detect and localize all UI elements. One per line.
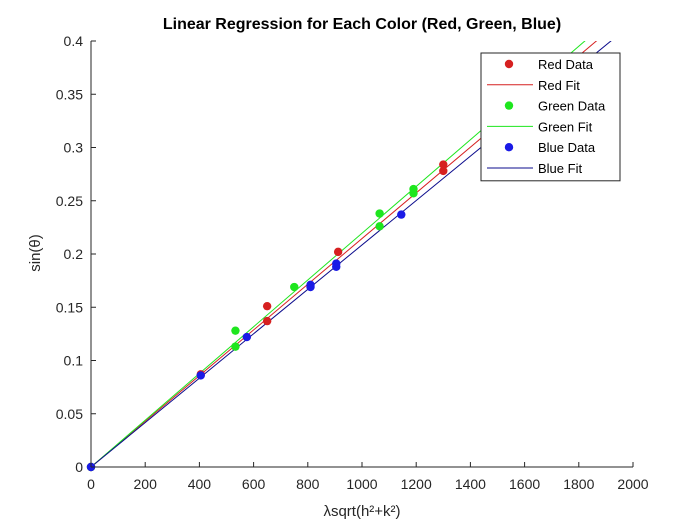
legend-marker [504, 143, 514, 152]
y-tick-label: 0.1 [64, 353, 84, 369]
y-tick-label: 0.25 [56, 193, 83, 209]
green-data-point [231, 326, 240, 335]
red-data-point [333, 247, 343, 257]
y-tick-label: 0.4 [64, 33, 84, 49]
y-tick-label: 0.2 [64, 246, 84, 262]
x-axis-label: λsqrt(h²+k²) [323, 503, 400, 520]
y-axis-label: sin(θ) [27, 234, 44, 272]
legend-label: Red Data [538, 57, 594, 72]
legend-label: Red Fit [538, 78, 580, 93]
blue-data-point [306, 280, 315, 290]
y-tick-label: 0.35 [56, 86, 83, 102]
red-data-point [262, 316, 272, 326]
green-data-point [409, 184, 418, 194]
x-tick-label: 1800 [563, 476, 594, 492]
legend-box [480, 52, 621, 182]
legend-marker [504, 59, 514, 69]
green-data-point [231, 342, 240, 351]
x-tick-label: 1000 [346, 476, 377, 492]
green-data-point [375, 222, 384, 231]
green-data-point [290, 282, 299, 292]
x-tick-label: 800 [296, 476, 320, 492]
legend-label: Blue Fit [538, 161, 582, 176]
y-tick-label: 0.15 [56, 299, 83, 315]
y-tick-label: 0.05 [56, 406, 83, 422]
legend-marker [504, 101, 514, 110]
blue-data-point [397, 210, 406, 219]
red-data-point [439, 166, 448, 176]
x-tick-label: 0 [87, 476, 95, 492]
legend-label: Green Fit [538, 119, 593, 134]
blue-data-point [332, 259, 341, 268]
green-data-point [375, 209, 384, 218]
y-tick-label: 0 [75, 459, 83, 475]
blue-data-point [242, 332, 252, 342]
blue-data-point [196, 371, 205, 380]
x-tick-label: 1400 [455, 476, 486, 492]
legend-label: Green Data [538, 99, 606, 114]
x-tick-label: 1600 [509, 476, 540, 492]
legend-label: Blue Data [538, 140, 596, 155]
x-tick-label: 1200 [401, 476, 432, 492]
chart-title: Linear Regression for Each Color (Red, G… [163, 16, 561, 33]
x-tick-label: 2000 [617, 476, 648, 492]
x-tick-label: 200 [134, 476, 158, 492]
x-tick-label: 400 [188, 476, 212, 492]
y-tick-label: 0.3 [64, 140, 84, 156]
red-data-point [439, 160, 448, 169]
red-data-point [262, 301, 272, 311]
x-tick-label: 600 [242, 476, 266, 492]
legend: Red Data Red Fit Green Data Green Fit Blue D… [480, 52, 621, 182]
